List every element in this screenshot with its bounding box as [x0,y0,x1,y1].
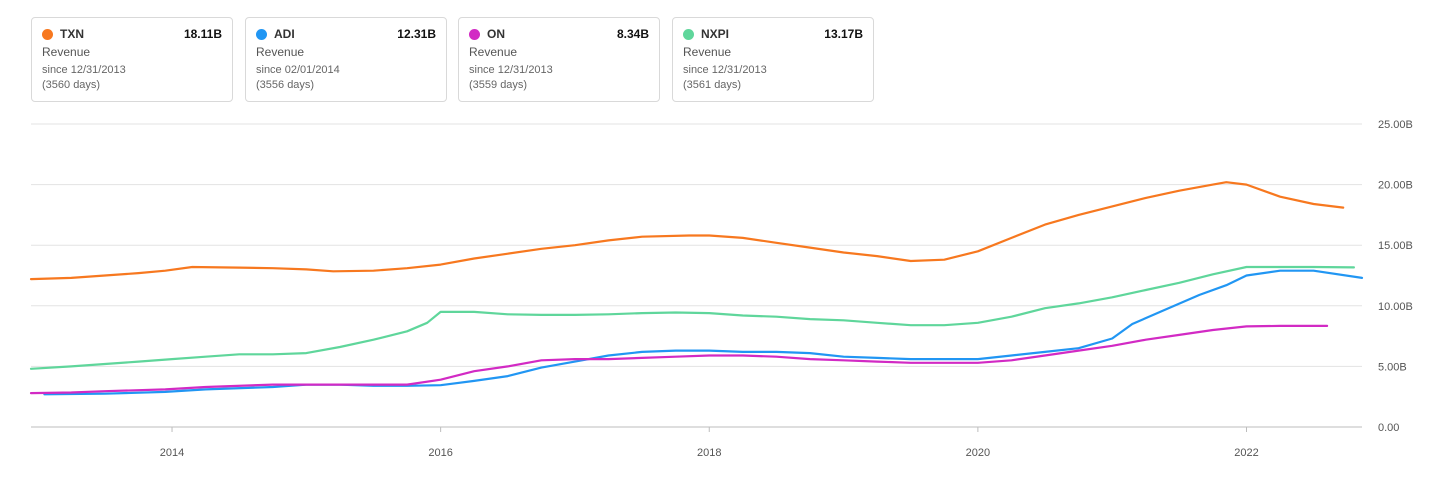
legend-since: since 12/31/2013 [683,64,767,76]
legend-since: since 12/31/2013 [42,64,126,76]
legend-metric: Revenue [469,45,518,59]
legend-card-adi[interactable]: ADI 12.31B Revenue since 02/01/2014 (3556 da… [245,17,447,102]
legend-value: 8.34B [616,27,649,41]
legend-days: (3559 days) [469,79,528,91]
y-tick-label: 15.00B [1378,240,1413,252]
y-tick-label: 20.00B [1378,180,1413,192]
legend-value: 13.17B [824,27,863,41]
x-tick-label: 2014 [160,447,184,459]
legend-value: 12.31B [397,27,436,41]
y-tick-label: 25.00B [1378,119,1413,131]
legend-value: 18.11B [183,27,222,41]
legend-metric: Revenue [42,45,91,59]
legend-card-txn[interactable]: TXN 18.11B Revenue since 12/31/2013 (3560 da… [31,17,233,102]
series-lines [29,181,1364,396]
y-tick-label: 5.00B [1378,361,1407,373]
legend-metric: Revenue [256,45,305,59]
gridlines [31,123,1362,428]
legend-days: (3561 days) [683,79,742,91]
series-color-dot [469,28,480,40]
series-color-dot [256,28,267,40]
legend-card-nxpi[interactable]: NXPI 13.17B Revenue since 12/31/2013 (3561 d… [672,17,874,102]
legend-metric: Revenue [683,45,732,59]
legend-ticker: ADI [274,27,295,41]
series-line-on[interactable] [29,324,1329,395]
y-tick-label: 10.00B [1378,301,1413,313]
legend-card-on[interactable]: ON 8.34B Revenue since 12/31/2013 (3559 days… [458,17,660,102]
legend-since: since 02/01/2014 [256,64,340,76]
series-color-dot [683,28,694,40]
legend-ticker: ON [487,27,505,41]
x-tick-label: 2016 [428,447,452,459]
x-tick-label: 2020 [966,447,990,459]
axes: 0.00 5.00B 10.00B 15.00B 20.00B 25.00B 2014 201… [160,119,1413,459]
legend-ticker: NXPI [701,27,730,41]
series-line-adi[interactable] [43,269,1364,396]
series-color-dot [42,28,53,40]
legend-since: since 12/31/2013 [469,64,553,76]
y-tick-label: 0.00 [1378,422,1399,434]
legend-ticker: TXN [60,27,84,41]
legend-days: (3560 days) [42,79,101,91]
series-line-txn[interactable] [29,181,1345,281]
x-tick-label: 2022 [1234,447,1258,459]
x-tick-label: 2018 [697,447,721,459]
legend-days: (3556 days) [256,79,315,91]
series-line-nxpi[interactable] [29,265,1355,370]
